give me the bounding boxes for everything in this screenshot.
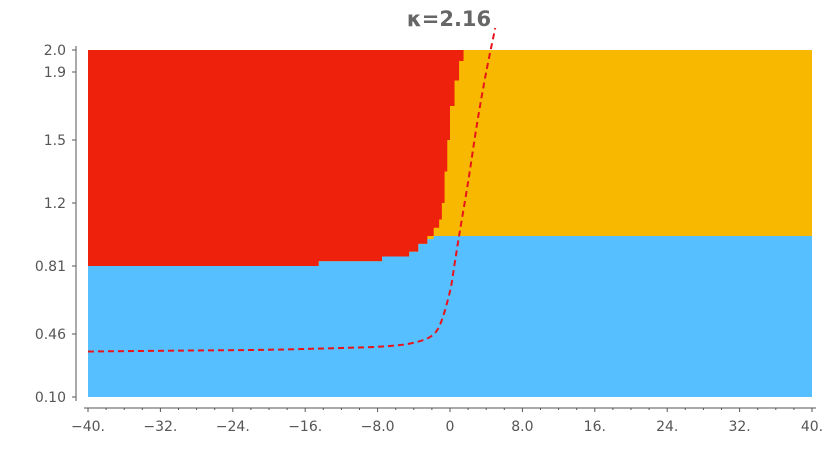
heatmap-regions <box>88 50 812 397</box>
x-tick-label: 16. <box>584 419 606 435</box>
x-tick-label: −16. <box>288 419 322 435</box>
x-tick-label: 40. <box>801 419 823 435</box>
x-tick-label: 24. <box>656 419 678 435</box>
y-tick-label: 0.46 <box>35 327 66 343</box>
x-tick-label: 0 <box>446 419 455 435</box>
region-blue <box>88 236 812 397</box>
y-tick-label: 1.2 <box>44 196 66 212</box>
axes: −40. −32. −24. −16. −8.0 0 8.0 16. 24. 32. 40. 0.10… <box>35 43 823 435</box>
x-tick-label: −24. <box>216 419 250 435</box>
y-tick-label: 1.9 <box>44 65 66 81</box>
x-tick-label: −8.0 <box>361 419 395 435</box>
curve-layer <box>87 27 497 353</box>
y-tick-label: 0.81 <box>35 259 66 275</box>
x-tick-label: −40. <box>71 419 105 435</box>
y-tick-label: 1.5 <box>44 133 66 149</box>
x-tick-label: 32. <box>728 419 750 435</box>
chart-title: κ=2.16 <box>407 7 491 31</box>
y-tick-label: 0.10 <box>35 390 66 406</box>
region-red <box>88 50 464 266</box>
y-tick-label: 2.0 <box>44 43 66 59</box>
x-tick-label: −32. <box>143 419 177 435</box>
x-tick-label: 8.0 <box>511 419 533 435</box>
dashed-curve <box>87 27 497 353</box>
